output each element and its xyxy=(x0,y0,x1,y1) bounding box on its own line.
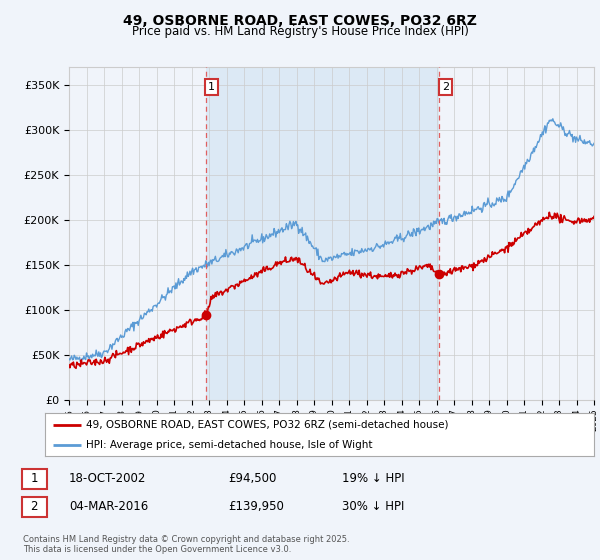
Text: 1: 1 xyxy=(31,472,38,486)
Text: £139,950: £139,950 xyxy=(228,500,284,514)
Text: 2: 2 xyxy=(442,82,449,92)
Text: Price paid vs. HM Land Registry's House Price Index (HPI): Price paid vs. HM Land Registry's House … xyxy=(131,25,469,38)
Text: 18-OCT-2002: 18-OCT-2002 xyxy=(69,472,146,486)
Text: Contains HM Land Registry data © Crown copyright and database right 2025.
This d: Contains HM Land Registry data © Crown c… xyxy=(23,535,349,554)
Text: £94,500: £94,500 xyxy=(228,472,277,486)
Text: 19% ↓ HPI: 19% ↓ HPI xyxy=(342,472,404,486)
Text: 49, OSBORNE ROAD, EAST COWES, PO32 6RZ (semi-detached house): 49, OSBORNE ROAD, EAST COWES, PO32 6RZ (… xyxy=(86,419,449,430)
Text: HPI: Average price, semi-detached house, Isle of Wight: HPI: Average price, semi-detached house,… xyxy=(86,440,373,450)
Text: 1: 1 xyxy=(208,82,215,92)
Text: 49, OSBORNE ROAD, EAST COWES, PO32 6RZ: 49, OSBORNE ROAD, EAST COWES, PO32 6RZ xyxy=(123,14,477,28)
Text: 04-MAR-2016: 04-MAR-2016 xyxy=(69,500,148,514)
Text: 30% ↓ HPI: 30% ↓ HPI xyxy=(342,500,404,514)
Text: 2: 2 xyxy=(31,500,38,514)
Bar xyxy=(205,67,439,400)
